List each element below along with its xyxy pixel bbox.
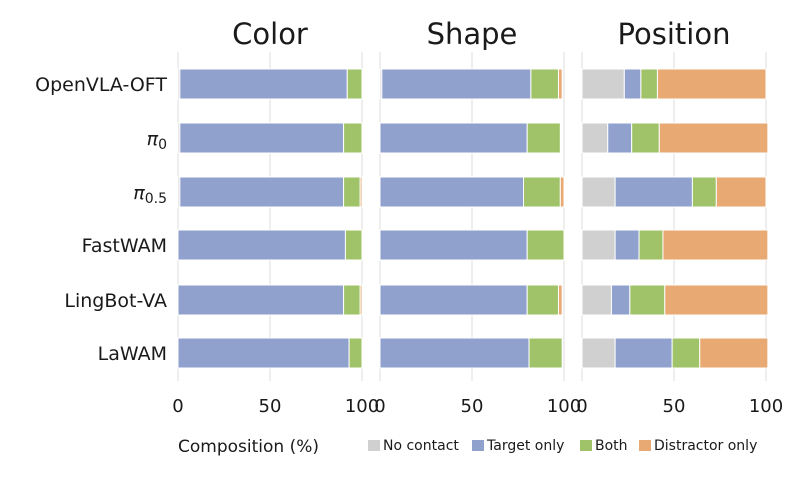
bar-color-0-target-only: [179, 122, 345, 154]
bar-position-lingbot-va-no-contact: [581, 284, 612, 316]
bar-color-openvla-oft-target-only: [179, 68, 348, 100]
bar-shape-openvla-oft-target-only: [381, 68, 532, 100]
bar-shape-0-5-both: [523, 176, 561, 208]
bar-position-fastwam-target-only: [614, 229, 640, 261]
panel-title-color: Color: [232, 17, 308, 51]
bar-position-openvla-oft-distractor-only: [656, 68, 767, 100]
bar-position-0-5-distractor-only: [715, 176, 767, 208]
bar-position-lawam-target-only: [614, 337, 673, 369]
bar-color-lawam-target-only: [177, 337, 350, 369]
legend-swatch-distractor-only: [639, 440, 651, 451]
x-tick-label-shape-50: 50: [461, 396, 484, 417]
y-tick-label-fastwam: FastWAM: [82, 235, 167, 257]
legend-label-target-only: Target only: [486, 438, 564, 454]
bar-color-fastwam-both: [344, 229, 363, 261]
y-tick-label-0: π0: [147, 128, 167, 153]
bar-color-openvla-oft-both: [346, 68, 363, 100]
bar-position-0-5-both: [691, 176, 717, 208]
bar-shape-openvla-oft-both: [530, 68, 559, 100]
bar-color-0-5-distractor-only: [359, 176, 363, 208]
legend-swatch-both: [580, 440, 592, 451]
bar-color-lingbot-va-both: [343, 284, 361, 316]
bar-position-lawam-distractor-only: [699, 337, 769, 369]
x-axis-label: Composition (%): [178, 437, 319, 457]
y-tick-label-openvla-oft: OpenVLA-OFT: [35, 74, 167, 96]
y-tick-label-0-5: π0.5: [133, 182, 167, 207]
bar-shape-openvla-oft-distractor-only: [557, 68, 563, 100]
bar-color-0-5-both: [343, 176, 361, 208]
bar-color-lawam-both: [348, 337, 363, 369]
bar-shape-lingbot-va-both: [526, 284, 559, 316]
x-tick-label-color-50: 50: [259, 396, 282, 417]
bar-color-lingbot-va-target-only: [177, 284, 345, 316]
bar-position-lawam-no-contact: [581, 337, 616, 369]
bar-position-lingbot-va-distractor-only: [664, 284, 769, 316]
bar-shape-0-both: [526, 122, 561, 154]
bar-shape-fastwam-target-only: [379, 229, 528, 261]
bar-position-0-5-no-contact: [581, 176, 616, 208]
x-tick-label-shape-100: 100: [547, 396, 581, 417]
bar-position-openvla-oft-no-contact: [581, 68, 625, 100]
bar-color-0-5-target-only: [179, 176, 345, 208]
x-tick-label-position-100: 100: [749, 396, 783, 417]
legend-swatch-target-only: [472, 440, 484, 451]
bar-position-0-distractor-only: [658, 122, 769, 154]
legend-label-distractor-only: Distractor only: [654, 438, 757, 454]
y-tick-label-lingbot-va: LingBot-VA: [64, 290, 167, 312]
bar-shape-lingbot-va-distractor-only: [557, 284, 563, 316]
bar-position-lawam-both: [671, 337, 701, 369]
bar-color-fastwam-target-only: [177, 229, 346, 261]
bar-position-0-5-target-only: [614, 176, 693, 208]
y-tick-label-lawam: LaWAM: [98, 343, 167, 365]
bar-position-lingbot-va-target-only: [610, 284, 631, 316]
panel-title-position: Position: [618, 17, 731, 51]
bar-position-lingbot-va-both: [629, 284, 666, 316]
x-tick-label-position-50: 50: [663, 396, 686, 417]
bar-position-0-target-only: [607, 122, 633, 154]
bar-color-0-both: [343, 122, 363, 154]
bar-position-fastwam-no-contact: [581, 229, 616, 261]
legend-swatch-no-contact: [368, 440, 380, 451]
legend-label-both: Both: [595, 438, 628, 454]
bar-shape-lingbot-va-target-only: [379, 284, 528, 316]
bar-position-0-no-contact: [581, 122, 609, 154]
bar-shape-fastwam-both: [526, 229, 565, 261]
bar-position-0-both: [631, 122, 660, 154]
bar-shape-lawam-both: [528, 337, 563, 369]
bar-shape-0-target-only: [379, 122, 528, 154]
x-tick-label-color-0: 0: [172, 396, 183, 417]
x-tick-label-position-0: 0: [576, 396, 587, 417]
bar-shape-lawam-target-only: [379, 337, 530, 369]
x-tick-label-shape-0: 0: [374, 396, 385, 417]
legend-label-no-contact: No contact: [383, 438, 459, 454]
bar-position-fastwam-distractor-only: [662, 229, 769, 261]
bar-shape-0-5-target-only: [379, 176, 525, 208]
panel-title-shape: Shape: [427, 17, 518, 51]
bar-position-fastwam-both: [638, 229, 664, 261]
bar-color-lingbot-va-distractor-only: [359, 284, 363, 316]
bar-position-openvla-oft-target-only: [623, 68, 642, 100]
bar-position-openvla-oft-both: [640, 68, 658, 100]
x-tick-label-color-100: 100: [345, 396, 379, 417]
bar-shape-0-5-distractor-only: [559, 176, 565, 208]
